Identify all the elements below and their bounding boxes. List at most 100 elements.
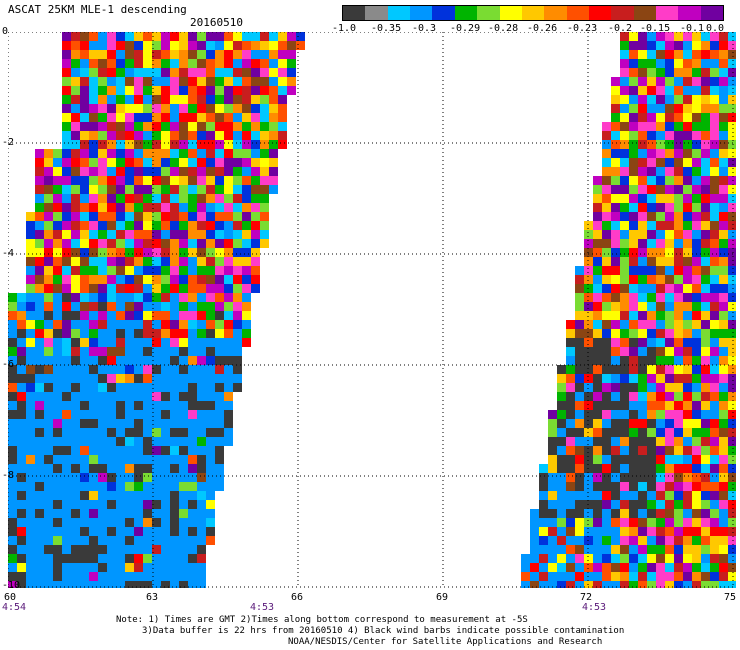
data-cell [71,518,80,527]
scale-label: -1.0 [332,23,357,34]
data-cell [701,554,710,563]
data-cell [98,419,107,428]
data-cell [89,104,98,113]
data-cell [728,284,736,293]
data-cell [638,365,647,374]
data-cell [179,302,188,311]
data-cell [8,572,17,581]
data-cell [665,455,674,464]
data-cell [98,518,107,527]
data-cell [710,572,719,581]
data-cell [179,419,188,428]
data-cell [647,239,656,248]
data-cell [674,419,683,428]
data-cell [611,302,620,311]
data-cell [602,320,611,329]
data-cell [26,491,35,500]
data-cell [566,509,575,518]
data-cell [647,167,656,176]
data-cell [674,167,683,176]
data-cell [278,32,287,41]
data-cell [251,122,260,131]
data-cell [143,302,152,311]
data-cell [683,212,692,221]
data-cell [179,437,188,446]
data-cell [89,95,98,104]
data-cell [161,266,170,275]
data-cell [629,158,638,167]
data-cell [179,59,188,68]
data-cell [629,32,638,41]
data-cell [188,491,197,500]
data-cell [179,230,188,239]
data-cell [107,446,116,455]
data-cell [692,158,701,167]
data-cell [188,374,197,383]
data-cell [710,122,719,131]
data-cell [575,293,584,302]
data-cell [89,86,98,95]
data-cell [215,266,224,275]
data-cell [8,545,17,554]
data-cell [44,581,53,588]
data-cell [287,68,296,77]
data-cell [269,41,278,50]
data-cell [179,491,188,500]
data-cell [683,104,692,113]
data-cell [206,482,215,491]
data-cell [170,302,179,311]
data-cell [611,464,620,473]
data-cell [242,176,251,185]
data-cell [98,455,107,464]
data-cell [215,149,224,158]
data-cell [647,482,656,491]
data-cell [188,122,197,131]
color-scale-swatch [343,6,366,20]
data-cell [26,302,35,311]
data-cell [107,203,116,212]
data-cell [638,536,647,545]
data-cell [89,563,98,572]
data-cell [98,545,107,554]
data-cell [665,185,674,194]
data-cell [233,185,242,194]
data-cell [674,257,683,266]
data-cell [701,212,710,221]
data-cell [44,410,53,419]
data-cell [161,185,170,194]
data-cell [719,554,728,563]
data-cell [638,293,647,302]
data-cell [116,41,125,50]
data-cell [44,275,53,284]
data-cell [584,554,593,563]
data-cell [674,500,683,509]
data-cell [8,482,17,491]
data-cell [224,383,233,392]
data-cell [161,32,170,41]
data-cell [98,68,107,77]
data-cell [188,158,197,167]
data-cell [125,329,134,338]
data-cell [233,104,242,113]
scale-label: -0.3 [412,23,437,34]
data-cell [98,86,107,95]
data-cell [71,248,80,257]
data-cell [629,176,638,185]
data-cell [728,581,736,588]
data-cell [620,95,629,104]
data-cell [215,104,224,113]
data-cell [692,572,701,581]
data-cell [89,437,98,446]
data-cell [692,59,701,68]
data-cell [125,383,134,392]
data-cell [224,248,233,257]
data-cell [44,419,53,428]
data-cell [8,338,17,347]
data-cell [161,491,170,500]
data-cell [233,158,242,167]
data-cell [575,446,584,455]
data-cell [125,338,134,347]
data-cell [674,32,683,41]
data-cell [647,464,656,473]
data-cell [179,158,188,167]
